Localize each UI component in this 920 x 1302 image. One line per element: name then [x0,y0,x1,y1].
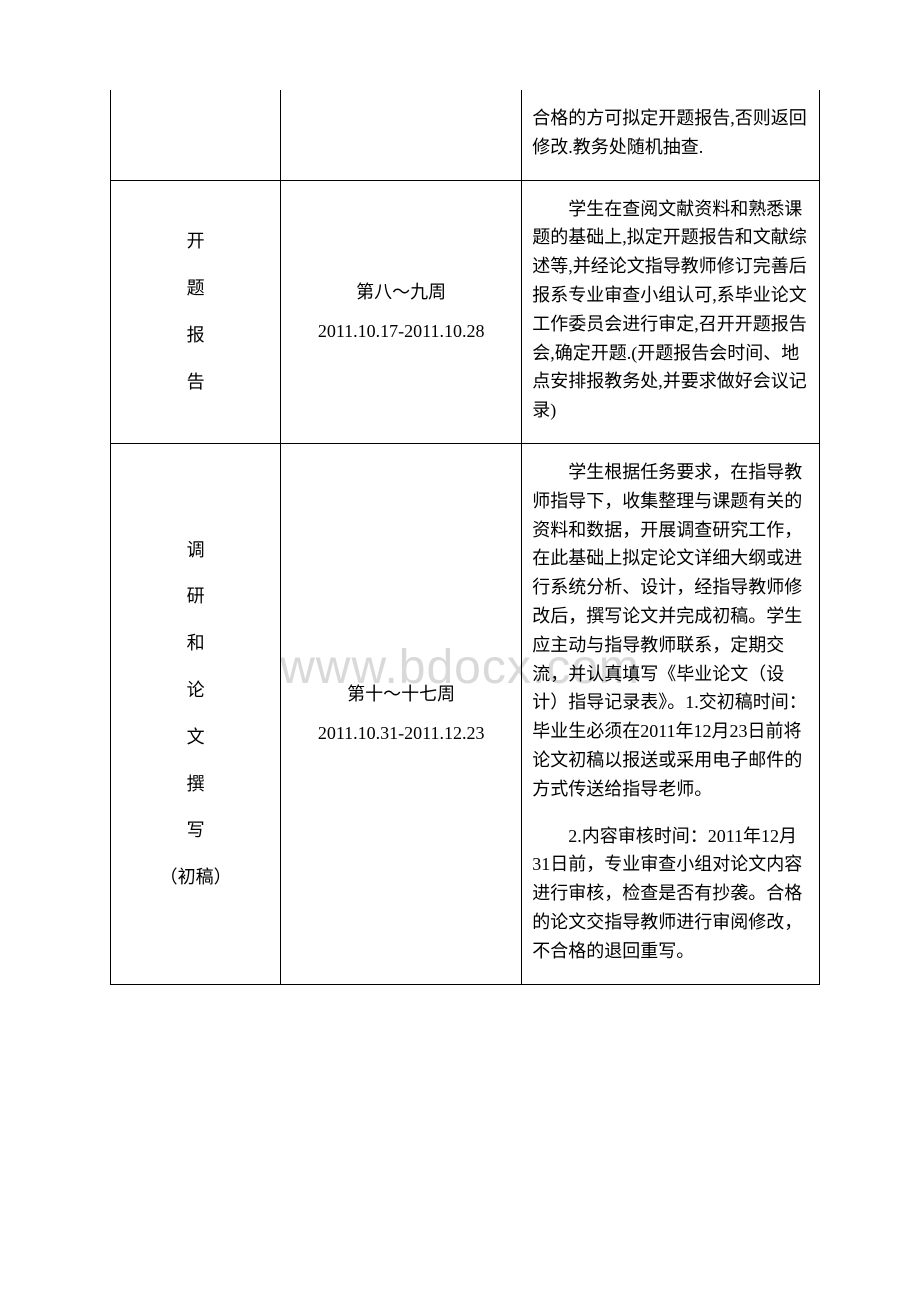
phase-label: 开 题 报 告 [121,227,270,396]
phase-char: 写 [187,816,205,845]
description-text: 合格的方可拟定开题报告,否则返回修改.教务处随机抽查. [532,104,809,162]
description-text: 2.内容审核时间：2011年12月31日前，专业审查小组对论文内容进行审核，检查… [532,822,809,966]
phase-cell: 调 研 和 论 文 撰 写 （初稿） [111,443,281,984]
time-dates: 2011.10.31-2011.12.23 [291,719,511,748]
time-cell: 第八～九周 2011.10.17-2011.10.28 [281,180,522,443]
schedule-table: 合格的方可拟定开题报告,否则返回修改.教务处随机抽查. 开 题 报 告 第八～九… [110,90,820,985]
phase-char: 撰 [187,770,205,799]
phase-char: 研 [187,582,205,611]
phase-char: 报 [187,321,205,350]
time-dates: 2011.10.17-2011.10.28 [291,317,511,346]
description-text: 学生根据任务要求，在指导教师指导下，收集整理与课题有关的资料和数据，开展调查研究… [532,458,809,804]
table-row: 合格的方可拟定开题报告,否则返回修改.教务处随机抽查. [111,90,820,180]
description-cell: 学生在查阅文献资料和熟悉课题的基础上,拟定开题报告和文献综述等,并经论文指导教师… [522,180,820,443]
table-row: 开 题 报 告 第八～九周 2011.10.17-2011.10.28 学生在查… [111,180,820,443]
time-week: 第十～十七周 [291,680,511,709]
phase-char: 论 [187,676,205,705]
phase-cell: 开 题 报 告 [111,180,281,443]
description-text: 学生在查阅文献资料和熟悉课题的基础上,拟定开题报告和文献综述等,并经论文指导教师… [532,195,809,425]
phase-cell [111,90,281,180]
time-cell: 第十～十七周 2011.10.31-2011.12.23 [281,443,522,984]
phase-char: 文 [187,723,205,752]
phase-char: （初稿） [160,863,232,892]
description-cell: 学生根据任务要求，在指导教师指导下，收集整理与课题有关的资料和数据，开展调查研究… [522,443,820,984]
table-row: 调 研 和 论 文 撰 写 （初稿） 第十～十七周 2011.10.31-201… [111,443,820,984]
description-cell: 合格的方可拟定开题报告,否则返回修改.教务处随机抽查. [522,90,820,180]
time-week: 第八～九周 [291,278,511,307]
phase-char: 题 [187,274,205,303]
document-content: 合格的方可拟定开题报告,否则返回修改.教务处随机抽查. 开 题 报 告 第八～九… [110,90,820,985]
phase-char: 调 [187,536,205,565]
phase-char: 告 [187,368,205,397]
phase-label: 调 研 和 论 文 撰 写 （初稿） [121,536,270,892]
phase-char: 和 [187,629,205,658]
time-cell [281,90,522,180]
phase-char: 开 [187,227,205,256]
